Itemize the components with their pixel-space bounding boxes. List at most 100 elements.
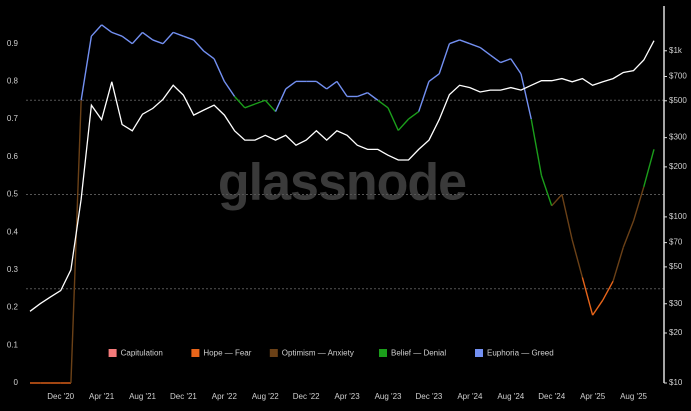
indicator-segment [377,99,389,109]
legend-swatch [108,349,117,357]
indicator-segment [101,24,113,33]
indicator-segment [418,81,430,112]
indicator-segment [274,88,287,112]
indicator-segment [561,194,573,240]
x-tick-label: Aug '25 [620,392,647,401]
indicator-segment [622,220,635,248]
y2-tick-label: $700 [669,72,687,81]
indicator-segment [479,46,491,56]
indicator-segment [90,24,103,37]
y2-tick-label: $100 [669,212,687,221]
x-tick-label: Dec '22 [293,392,320,401]
indicator-segment [326,80,338,90]
y2-tick-label: $20 [669,328,683,337]
y2-tick-label: $300 [669,133,687,142]
indicator-segment [520,73,532,120]
x-tick-label: Dec '24 [538,392,565,401]
indicator-segment [428,73,440,82]
y2-tick-label: $200 [669,162,687,171]
indicator-segment [183,35,194,41]
indicator-segment [602,280,614,301]
indicator-segment [449,39,460,45]
y2-tick-label: $50 [669,262,683,271]
legend-label: Belief — Denial [391,349,446,358]
y-tick-label: 0.2 [7,303,19,312]
price-line [29,40,655,312]
indicator-segment [571,239,584,278]
y-tick-label: 0.5 [7,190,19,199]
y2-tick-label: $10 [669,378,683,387]
indicator-segment [264,99,277,113]
legend-label: Hope — Fear [203,349,251,358]
legend-swatch [269,349,278,357]
x-tick-label: Dec '20 [47,392,74,401]
x-tick-label: Apr '23 [335,392,361,401]
legend-label: Capitulation [121,349,163,358]
y2-tick-label: $1k [669,46,683,55]
indicator-segment [387,107,399,131]
indicator-segment [80,36,93,101]
y-tick-label: 0.4 [7,227,19,236]
y2-tick-label: $70 [669,238,683,247]
y-tick-label: 0.3 [7,265,19,274]
indicator-segment [70,100,82,384]
watermark: glassnode [218,154,466,212]
indicator-segment [316,80,328,90]
y-tick-label: 0.9 [7,39,19,48]
indicator-segment [459,39,471,45]
indicator-segment [336,81,348,97]
x-tick-label: Aug '23 [375,392,402,401]
x-tick-label: Dec '23 [416,392,443,401]
x-tick-label: Aug '22 [252,392,279,401]
x-tick-label: Apr '24 [457,392,483,401]
indicator-segment [152,39,164,45]
indicator-segment [193,39,205,52]
indicator-segment [367,92,379,101]
indicator-segment [121,35,133,45]
y-tick-label: 0.1 [7,340,19,349]
y-tick-label: 0.8 [7,77,19,86]
x-tick-label: Aug '24 [497,392,524,401]
indicator-segment [500,58,512,64]
indicator-segment [581,277,594,316]
indicator-segment [540,175,553,207]
y2-tick-label: $30 [669,299,683,308]
legend-swatch [475,349,483,357]
indicator-segment [643,149,655,188]
y-tick-label: 0.7 [7,114,19,123]
indicator-segment [397,118,410,131]
indicator-segment [632,186,645,222]
x-tick-label: Apr '21 [89,392,115,401]
legend-swatch [191,349,200,357]
y-tick-label: 0.6 [7,152,19,161]
indicator-segment [551,194,563,207]
indicator-segment [530,118,543,176]
y2-tick-label: $500 [669,96,687,105]
indicator-segment [438,43,451,75]
legend-label: Euphoria — Greed [487,349,554,358]
indicator-segment [131,31,144,45]
indicator-segment [142,31,154,41]
indicator-segment [489,54,501,64]
x-tick-label: Apr '22 [212,392,238,401]
indicator-segment [213,58,225,82]
indicator-segment [254,99,266,105]
indicator-segment [172,31,184,37]
x-tick-label: Aug '21 [129,392,156,401]
x-tick-label: Dec '21 [170,392,197,401]
indicator-segment [612,247,624,282]
indicator-segment [223,81,236,97]
legend-swatch [379,349,387,357]
x-tick-label: Apr '25 [580,392,606,401]
indicator-segment [111,31,123,37]
indicator-segment [285,80,297,90]
indicator-segment [592,299,604,316]
indicator-segment [408,110,420,120]
legend-label: Optimism — Anxiety [282,349,354,358]
indicator-segment [162,31,174,45]
y-tick-label: 0 [14,378,19,387]
indicator-segment [203,50,215,60]
indicator-segment [510,58,522,75]
